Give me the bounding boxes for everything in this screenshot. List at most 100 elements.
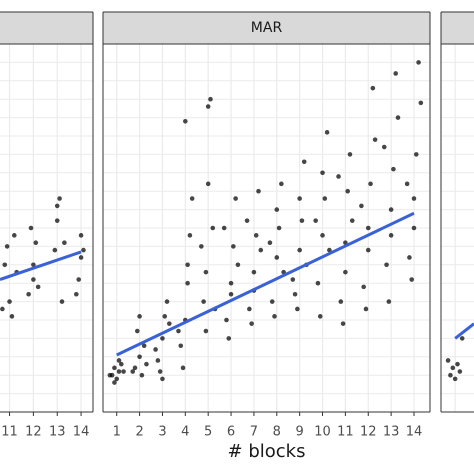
- point: [324, 130, 330, 135]
- point: [112, 380, 117, 385]
- point: [274, 207, 280, 212]
- point: [338, 299, 344, 304]
- point: [295, 306, 300, 312]
- point: [153, 347, 158, 352]
- point: [349, 218, 355, 223]
- point: [139, 372, 145, 378]
- point: [178, 343, 184, 349]
- point: [297, 196, 302, 201]
- point: [448, 372, 453, 378]
- point: [258, 247, 264, 253]
- point: [162, 314, 168, 319]
- point: [327, 247, 332, 253]
- point: [54, 203, 60, 209]
- x-tick-label: 8: [273, 425, 281, 440]
- x-tick-label: 6: [227, 425, 235, 440]
- point: [292, 291, 298, 297]
- point: [386, 299, 392, 304]
- point: [59, 299, 65, 304]
- point: [107, 372, 113, 378]
- point: [393, 71, 398, 76]
- point: [76, 277, 81, 282]
- point: [205, 181, 211, 187]
- strip-background: [0, 12, 93, 44]
- fit-line: [454, 322, 474, 340]
- point: [455, 361, 460, 367]
- point: [2, 262, 8, 268]
- point: [114, 376, 120, 382]
- point: [199, 244, 204, 249]
- point: [31, 277, 36, 282]
- point: [388, 233, 394, 238]
- point: [452, 376, 458, 382]
- point: [112, 365, 117, 371]
- point: [317, 314, 323, 319]
- x-tick-label: 11: [1, 425, 18, 440]
- point: [78, 255, 84, 260]
- point: [57, 196, 62, 201]
- point: [78, 233, 84, 238]
- strip-background: [441, 12, 474, 44]
- point: [368, 181, 373, 187]
- point: [224, 317, 229, 323]
- point: [251, 269, 257, 275]
- point: [189, 196, 195, 201]
- point: [228, 280, 234, 286]
- point: [226, 336, 232, 341]
- point: [4, 244, 10, 249]
- point: [208, 96, 213, 102]
- fit-line: [116, 211, 415, 357]
- point: [12, 233, 17, 238]
- point: [54, 218, 60, 223]
- point: [205, 104, 211, 109]
- point: [322, 196, 328, 201]
- x-tick-label: 13: [383, 425, 400, 440]
- point: [450, 365, 456, 371]
- point: [457, 369, 463, 374]
- point: [345, 188, 350, 194]
- point: [413, 152, 419, 157]
- x-tick-label: 11: [337, 425, 354, 440]
- point: [132, 365, 138, 371]
- point: [81, 247, 86, 253]
- point: [185, 280, 190, 286]
- point: [253, 233, 259, 238]
- point: [299, 218, 305, 223]
- point: [365, 247, 371, 253]
- point: [320, 170, 325, 176]
- point: [135, 328, 140, 334]
- point: [370, 85, 376, 91]
- x-tick-label: 7: [250, 425, 258, 440]
- point: [118, 361, 124, 367]
- point: [52, 247, 58, 253]
- point: [160, 376, 165, 382]
- point: [411, 225, 417, 231]
- point: [395, 115, 401, 120]
- point: [340, 321, 346, 326]
- x-tick-label: 12: [360, 425, 377, 440]
- point: [116, 369, 122, 374]
- x-tick-label: 4: [181, 425, 189, 440]
- point: [157, 369, 163, 374]
- point: [244, 218, 250, 223]
- point: [9, 314, 15, 319]
- point: [343, 269, 348, 275]
- point: [372, 137, 378, 142]
- point: [26, 291, 31, 297]
- point: [247, 306, 252, 312]
- point: [137, 354, 142, 360]
- point: [185, 262, 190, 268]
- point: [116, 358, 122, 363]
- point: [361, 284, 366, 290]
- point: [388, 207, 394, 212]
- x-tick-label: 5: [204, 425, 212, 440]
- point: [137, 314, 142, 319]
- point: [359, 203, 364, 209]
- point: [31, 262, 36, 268]
- point: [276, 225, 282, 231]
- point: [267, 240, 273, 246]
- point: [411, 196, 417, 201]
- point: [187, 233, 193, 238]
- x-tick-label: 12: [25, 425, 42, 440]
- point: [176, 328, 181, 334]
